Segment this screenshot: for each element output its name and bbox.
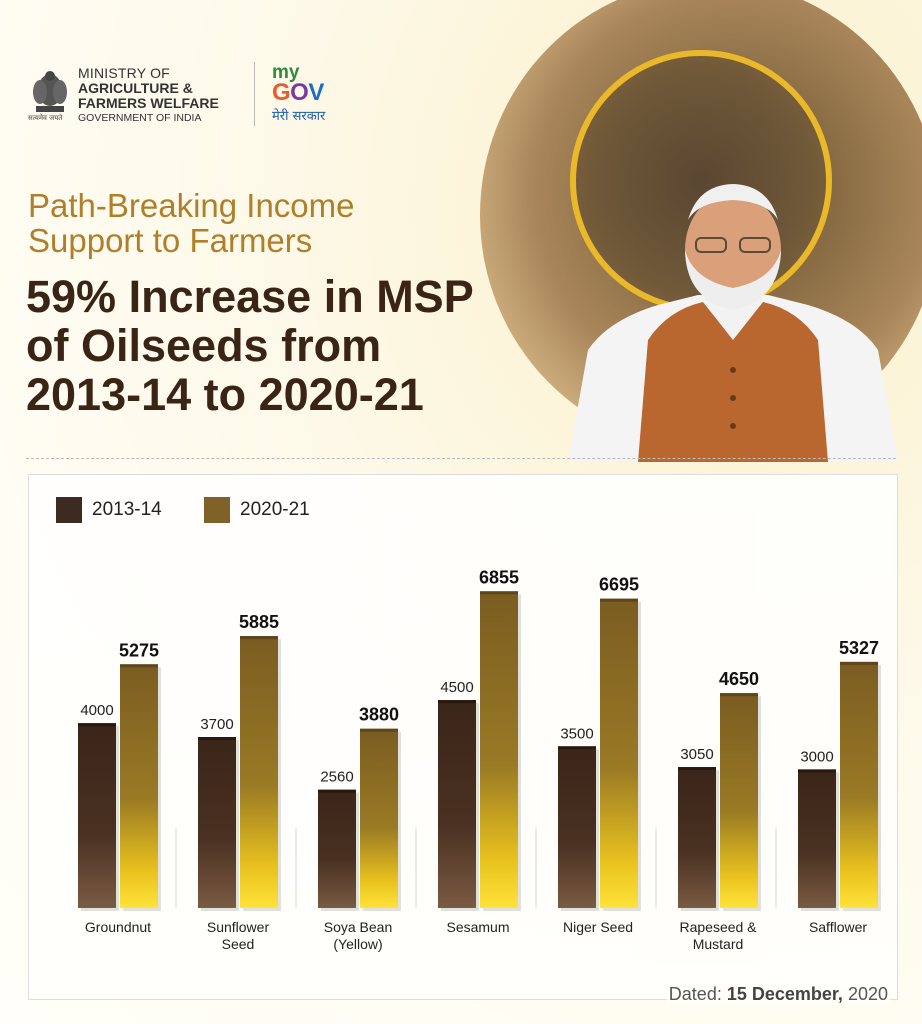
ministry-line-2: AGRICULTURE & xyxy=(78,80,193,96)
category-label-5: Rapeseed & xyxy=(679,919,757,935)
header-banner: सत्यमेव जयते MINISTRY OF AGRICULTURE & F… xyxy=(0,0,922,465)
legend-swatch-2020-21 xyxy=(204,497,230,523)
bar-2013-14-5 xyxy=(678,767,716,908)
bar-cap xyxy=(360,728,398,732)
ministry-name: MINISTRY OF AGRICULTURE & FARMERS WELFAR… xyxy=(78,66,219,126)
national-emblem-icon xyxy=(33,71,67,112)
bar-2013-14-0 xyxy=(78,723,116,908)
legend-item-2013-14: 2013-14 xyxy=(56,497,162,523)
data-label-2013-14-3: 4500 xyxy=(440,679,473,696)
category-label-2: (Yellow) xyxy=(333,936,382,952)
bar-cap xyxy=(198,737,236,741)
mygov-v: V xyxy=(308,79,324,106)
headline-line-1: 59% Increase in MSP xyxy=(26,271,474,322)
data-label-2013-14-5: 3050 xyxy=(680,746,713,763)
legend-label-2013-14: 2013-14 xyxy=(92,499,162,520)
logo-divider xyxy=(254,62,255,126)
category-label-4: Niger Seed xyxy=(563,919,633,935)
category-label-5: Mustard xyxy=(693,936,744,952)
data-label-2020-21-5: 4650 xyxy=(719,669,759,689)
data-label-2013-14-6: 3000 xyxy=(800,748,833,765)
bar-cap xyxy=(798,769,836,773)
bar-2020-21-0 xyxy=(120,664,158,908)
bar-cap xyxy=(438,700,476,704)
legend-swatch-2013-14 xyxy=(56,497,82,523)
person-photo xyxy=(568,184,898,462)
bar-2013-14-2 xyxy=(318,789,356,908)
bar-cap xyxy=(678,767,716,771)
bar-2020-21-1 xyxy=(240,636,278,908)
date-day-month: 15 December, xyxy=(726,984,843,1004)
subtitle-line-2: Support to Farmers xyxy=(28,222,313,259)
legend-label-2020-21: 2020-21 xyxy=(240,499,310,520)
bar-cap xyxy=(78,723,116,727)
emblem-caption: सत्यमेव जयते xyxy=(28,114,63,122)
section-divider xyxy=(26,458,896,459)
headline-line-3: 2013-14 to 2020-21 xyxy=(26,369,424,420)
bar-cap xyxy=(558,746,596,750)
bar-cap xyxy=(120,664,158,668)
subtitle: Path-Breaking Income Support to Farmers xyxy=(28,188,498,258)
data-label-2013-14-4: 3500 xyxy=(560,725,593,742)
bar-2020-21-4 xyxy=(600,598,638,908)
mygov-g: G xyxy=(272,79,291,106)
mygov-gov: GOV xyxy=(272,79,325,106)
bar-cap xyxy=(720,693,758,697)
footer-date: Dated: 15 December, 2020 xyxy=(666,984,890,1005)
bar-cap xyxy=(240,636,278,640)
bar-cap xyxy=(600,598,638,602)
bar-cap xyxy=(840,661,878,665)
ministry-line-3: FARMERS WELFARE xyxy=(78,95,219,111)
subtitle-line-1: Path-Breaking Income xyxy=(28,187,355,224)
mygov-o: O xyxy=(290,79,309,106)
data-label-2020-21-0: 5275 xyxy=(119,640,159,660)
ministry-logo-block: सत्यमेव जयते MINISTRY OF AGRICULTURE & F… xyxy=(28,62,358,132)
bar-2013-14-6 xyxy=(798,769,836,908)
category-label-3: Sesamum xyxy=(446,919,509,935)
bar-2020-21-5 xyxy=(720,693,758,908)
date-year: 2020 xyxy=(847,984,888,1004)
data-label-2013-14-0: 4000 xyxy=(80,702,113,719)
bar-2020-21-2 xyxy=(360,728,398,908)
data-label-2013-14-2: 2560 xyxy=(320,769,353,786)
category-label-1: Seed xyxy=(222,936,255,952)
headline-line-2: of Oilseeds from xyxy=(26,320,382,371)
data-label-2013-14-1: 3700 xyxy=(200,716,233,733)
bar-2013-14-4 xyxy=(558,746,596,908)
mygov-logo: my GOV मेरी सरकार xyxy=(272,62,326,124)
data-label-2020-21-4: 6695 xyxy=(599,575,639,595)
category-label-1: Sunflower xyxy=(207,919,270,935)
data-label-2020-21-3: 6855 xyxy=(479,567,519,587)
bar-2020-21-6 xyxy=(840,661,878,908)
data-label-2020-21-6: 5327 xyxy=(839,638,879,658)
bar-2013-14-1 xyxy=(198,737,236,908)
headline: 59% Increase in MSP of Oilseeds from 201… xyxy=(26,272,586,419)
data-label-2020-21-2: 3880 xyxy=(359,705,399,725)
category-label-2: Soya Bean xyxy=(324,919,393,935)
ministry-line-4: GOVERNMENT OF INDIA xyxy=(78,112,202,124)
dated-label: Dated: xyxy=(668,984,722,1004)
data-label-2020-21-1: 5885 xyxy=(239,612,279,632)
category-label-0: Groundnut xyxy=(85,919,151,935)
category-label-6: Safflower xyxy=(809,919,867,935)
legend-item-2020-21: 2020-21 xyxy=(204,497,310,523)
bar-cap xyxy=(480,591,518,595)
bar-2013-14-3 xyxy=(438,700,476,908)
mygov-hindi-tagline: मेरी सरकार xyxy=(272,109,326,124)
mygov-my: my xyxy=(272,62,300,83)
bar-2020-21-3 xyxy=(480,591,518,908)
bar-cap xyxy=(318,789,356,793)
ministry-line-1: MINISTRY OF xyxy=(78,65,170,81)
